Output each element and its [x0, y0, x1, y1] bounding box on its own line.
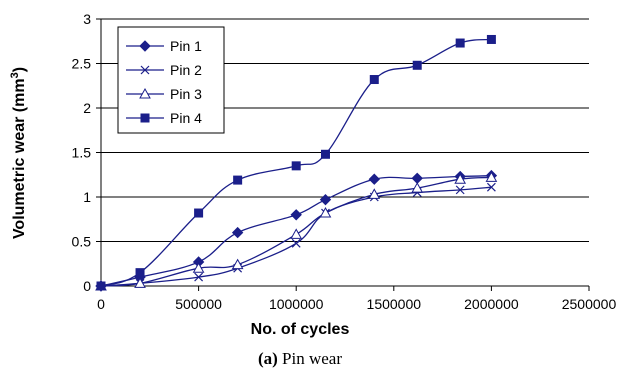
legend-marker-2-stroke-b: [140, 65, 150, 75]
series-4-point-3: [233, 175, 243, 185]
y-tick-label-3: 1.5: [72, 145, 92, 161]
y-axis-title-superscript: 3: [9, 72, 21, 78]
legend-entry-4: Pin 4: [126, 110, 202, 126]
x-axis-ticks: 0 500000 1000000 1500000 2000000 2500000: [97, 286, 616, 312]
y-axis-title: Volumetric wear (mm3): [9, 67, 28, 239]
y-axis-title-suffix: ): [11, 67, 28, 72]
series-3-point-6: [368, 188, 381, 199]
y-axis-ticks: 0 0.5 1 1.5 2 2.5 3: [72, 11, 101, 294]
series-3-point-4: [290, 228, 303, 239]
y-tick-label-1: 0.5: [72, 234, 92, 250]
series-2-point-4-stroke-b: [291, 238, 301, 248]
x-tick-label-4: 2000000: [464, 296, 519, 312]
legend-marker-2: [140, 65, 150, 75]
series-4-line: [100, 38, 492, 287]
series-1-point-6: [368, 173, 380, 185]
legend-label-2: Pin 2: [170, 62, 202, 78]
series-1-point-5: [319, 193, 332, 206]
y-tick-label-2: 1: [83, 189, 91, 205]
x-tick-label-1: 500000: [175, 296, 222, 312]
x-tick-label-0: 0: [97, 296, 105, 312]
series-4-point-6: [369, 75, 379, 85]
series-3-point-2: [192, 262, 205, 273]
caption-text: Pin wear: [278, 349, 343, 368]
legend-label-4: Pin 4: [170, 110, 202, 126]
series-4: [96, 34, 496, 291]
x-tick-label-2: 1000000: [269, 296, 324, 312]
series-group: [95, 34, 498, 292]
series-3-point-1: [134, 277, 146, 288]
legend-marker-3: [139, 87, 151, 99]
legend-entry-3: Pin 3: [126, 86, 202, 102]
legend-marker-4: [140, 113, 150, 123]
y-tick-label-0: 0: [83, 278, 91, 294]
series-2-point-9-stroke-b: [486, 182, 496, 192]
series-1-line: [100, 174, 492, 287]
series-1-point-7: [411, 172, 423, 185]
series-4-point-9: [486, 34, 496, 44]
figure-caption: (a) Pin wear: [258, 349, 342, 368]
series-4-point-1: [135, 268, 145, 278]
series-2-point-2: [194, 272, 204, 282]
legend-box: [117, 26, 225, 134]
series-3-point-3: [231, 258, 244, 270]
legend-entry-1: Pin 1: [126, 38, 202, 54]
legend-label-1: Pin 1: [170, 38, 202, 54]
x-tick-label-5: 2500000: [562, 296, 617, 312]
y-tick-label-6: 3: [83, 11, 91, 27]
series-2-point-2-stroke-b: [194, 272, 204, 282]
series-4-point-0: [96, 281, 106, 291]
legend-label-3: Pin 3: [170, 86, 202, 102]
series-4-point-8: [455, 38, 465, 48]
series-4-point-4: [291, 161, 301, 171]
series-2-point-9: [486, 182, 496, 192]
series-4-point-7: [412, 60, 422, 70]
series-1-point-3: [231, 226, 244, 239]
y-tick-label-5: 2.5: [72, 56, 92, 72]
caption-label: (a): [258, 349, 278, 368]
series-3-point-9: [485, 171, 498, 182]
series-4-point-2: [194, 208, 204, 218]
x-axis-title: No. of cycles: [251, 321, 350, 338]
series-3-point-8: [454, 173, 467, 184]
y-axis-title-prefix: Volumetric wear (mm: [11, 78, 28, 239]
x-tick-label-3: 1500000: [367, 296, 422, 312]
series-2-line: [100, 186, 492, 287]
series-3-point-5: [319, 206, 332, 218]
series-3-point-7: [411, 182, 424, 193]
series-3: [95, 171, 498, 291]
series-2-point-8-stroke-b: [455, 185, 465, 195]
series-4-point-5: [320, 149, 330, 159]
y-tick-label-4: 2: [83, 100, 91, 116]
series-1-point-4: [290, 209, 302, 221]
legend: Pin 1 Pin 2 Pin 3 Pin 4: [117, 26, 225, 134]
series-3-line: [100, 176, 492, 287]
legend-marker-1: [139, 40, 151, 52]
series-2-point-8: [455, 185, 465, 195]
legend-entry-2: Pin 2: [126, 62, 202, 78]
series-2-point-4: [291, 238, 301, 248]
